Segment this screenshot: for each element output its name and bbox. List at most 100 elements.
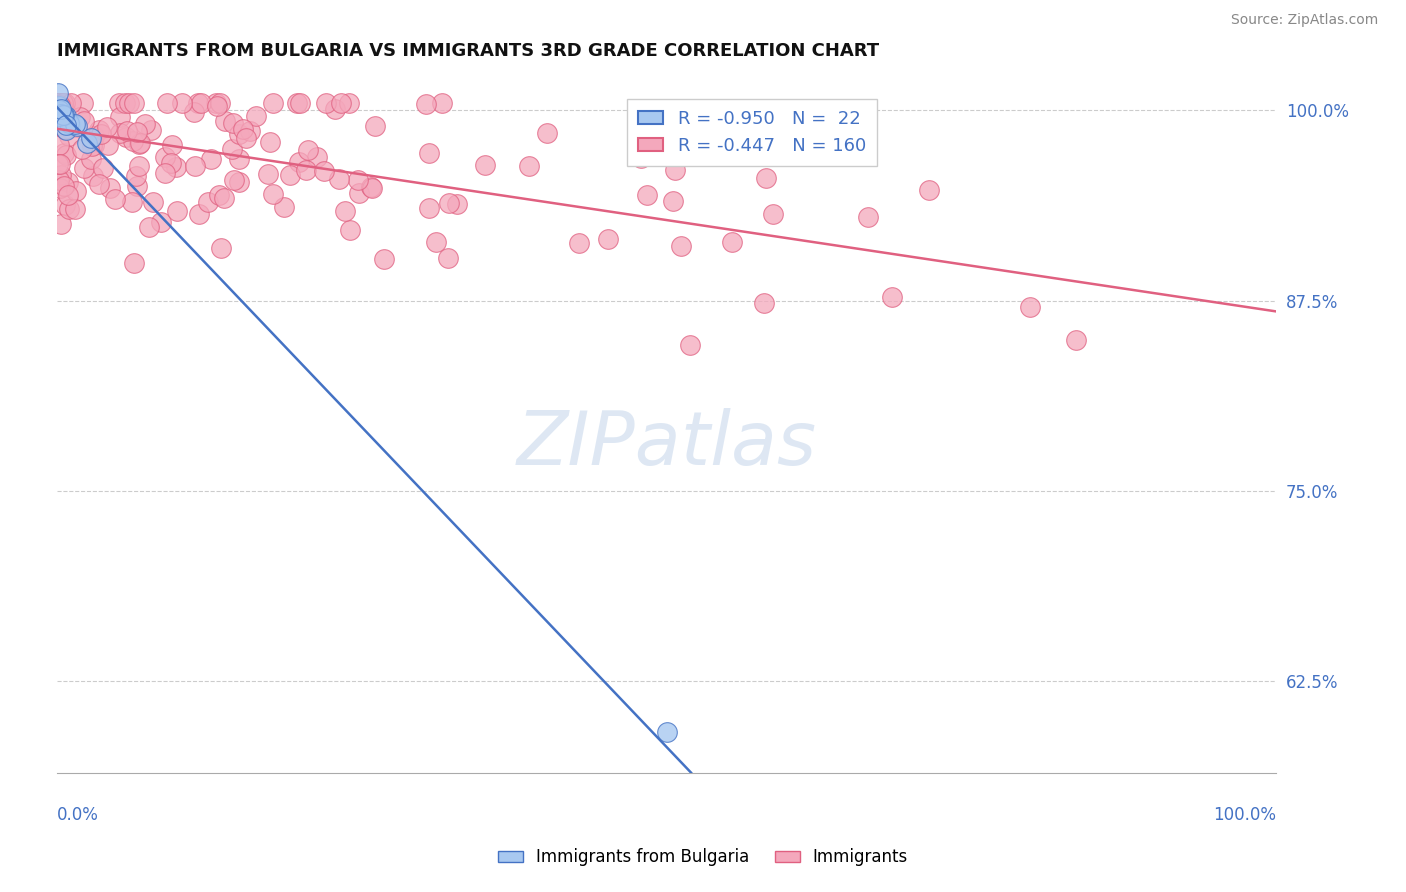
Point [48, 86, 70, 100]
Point [278, 168, 301, 182]
Point [519, 159, 541, 173]
Point [48, 95, 70, 110]
Point [49, 217, 72, 231]
Point [418, 145, 440, 160]
Point [139, 123, 162, 137]
Point [121, 134, 143, 148]
Point [48, 156, 70, 170]
Point [48, 103, 70, 118]
Point [208, 188, 231, 202]
Point [596, 232, 619, 246]
Point [48, 105, 70, 120]
Point [49, 102, 72, 116]
Point [662, 194, 685, 208]
Point [59, 95, 82, 110]
Point [97, 137, 120, 152]
Point [49, 181, 72, 195]
Point [48, 98, 70, 112]
Point [91, 161, 114, 175]
Point [209, 241, 232, 255]
Point [290, 95, 312, 110]
Point [754, 296, 776, 310]
Point [104, 192, 127, 206]
Point [228, 127, 250, 141]
Point [48, 112, 70, 127]
Point [337, 95, 360, 110]
Point [183, 104, 205, 119]
Point [96, 120, 118, 135]
Point [49, 169, 72, 183]
Point [48, 120, 70, 134]
Point [200, 152, 222, 166]
Point [114, 95, 136, 110]
Point [636, 187, 658, 202]
Point [222, 173, 245, 187]
Point [328, 172, 350, 186]
Point [347, 186, 370, 201]
Point [536, 127, 558, 141]
Point [48, 157, 70, 171]
Point [55, 109, 77, 123]
Point [65, 120, 87, 134]
Point [149, 214, 172, 228]
Point [239, 123, 262, 137]
Point [69, 111, 91, 125]
Point [418, 202, 440, 216]
Point [197, 195, 219, 210]
Point [56, 187, 79, 202]
Text: IMMIGRANTS FROM BULGARIA VS IMMIGRANTS 3RD GRADE CORRELATION CHART: IMMIGRANTS FROM BULGARIA VS IMMIGRANTS 3… [58, 42, 879, 60]
Point [156, 95, 179, 110]
Point [63, 117, 86, 131]
Point [446, 197, 468, 211]
Point [166, 204, 188, 219]
Point [87, 178, 110, 192]
Point [83, 128, 105, 143]
Point [262, 95, 284, 110]
Point [221, 142, 243, 156]
Point [48, 107, 70, 121]
Point [108, 126, 131, 140]
Point [73, 161, 96, 176]
Point [347, 173, 370, 187]
Point [58, 202, 80, 216]
Point [187, 95, 209, 110]
Point [373, 252, 395, 266]
Point [245, 109, 267, 123]
Point [58, 129, 80, 144]
Point [262, 187, 284, 202]
Point [48, 113, 70, 128]
Point [53, 95, 76, 110]
Point [430, 95, 453, 110]
Point [297, 144, 319, 158]
Point [235, 131, 257, 145]
Point [134, 117, 156, 131]
Point [474, 158, 496, 172]
Point [98, 181, 121, 195]
Point [228, 175, 250, 189]
Text: 100.0%: 100.0% [1213, 806, 1277, 824]
Point [761, 207, 783, 221]
Point [679, 337, 702, 351]
Point [65, 184, 87, 198]
Point [856, 211, 879, 225]
Point [259, 135, 281, 149]
Point [115, 129, 138, 144]
Point [882, 290, 904, 304]
Point [55, 113, 77, 128]
Point [153, 150, 176, 164]
Point [755, 171, 778, 186]
Point [121, 194, 143, 209]
Point [153, 166, 176, 180]
Point [48, 106, 70, 120]
Point [87, 123, 110, 137]
Point [53, 178, 76, 193]
Point [127, 178, 149, 193]
Point [165, 160, 187, 174]
Point [305, 150, 328, 164]
Point [214, 113, 236, 128]
Point [51, 101, 73, 115]
Point [58, 116, 80, 130]
Point [333, 204, 356, 219]
Point [82, 169, 104, 184]
Point [70, 142, 93, 156]
